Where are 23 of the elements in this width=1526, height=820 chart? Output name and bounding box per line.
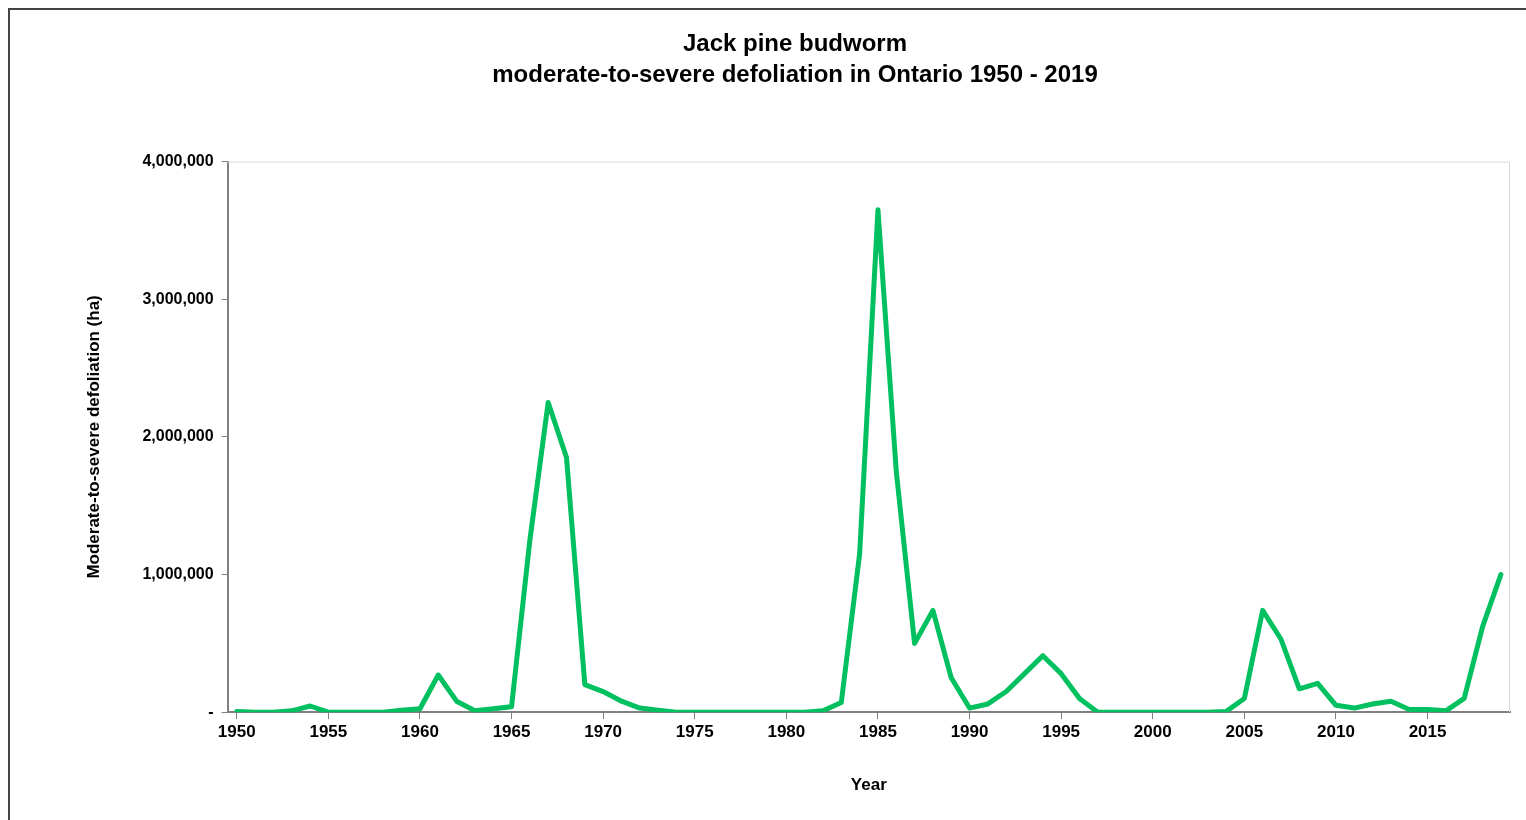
x-tick-label: 1960 [401, 722, 439, 742]
x-tick-label: 2010 [1317, 722, 1355, 742]
x-axis-title: Year [850, 775, 888, 795]
y-axis-title: Moderate-to-severe defoliation (ha) [83, 295, 103, 579]
x-tick-label: 1995 [1042, 722, 1081, 742]
y-tick-label: 4,000,000 [142, 152, 214, 170]
x-tick-label: 1965 [492, 722, 531, 742]
x-tick-label: 2015 [1408, 722, 1447, 742]
x-tick-label: 1955 [309, 722, 348, 742]
chart-subtitle: moderate-to-severe defoliation in Ontario 1950 - 2019 [492, 59, 1098, 87]
y-tick-label: - [208, 702, 214, 720]
x-tick-label: 2000 [1133, 722, 1172, 742]
x-tick-label: 1990 [950, 722, 989, 742]
y-tick-label: 2,000,000 [142, 427, 214, 445]
x-tick-label: 1980 [767, 722, 806, 742]
x-tick-label: 2005 [1225, 722, 1264, 742]
y-tick-label: 1,000,000 [142, 564, 214, 582]
x-tick-label: 1950 [217, 722, 256, 742]
chart-title: Jack pine budworm [682, 29, 908, 57]
y-tick-label: 3,000,000 [142, 289, 214, 307]
x-tick-label: 1985 [859, 722, 897, 742]
x-tick-label: 1975 [675, 722, 714, 742]
x-tick-label: 1970 [584, 722, 623, 742]
